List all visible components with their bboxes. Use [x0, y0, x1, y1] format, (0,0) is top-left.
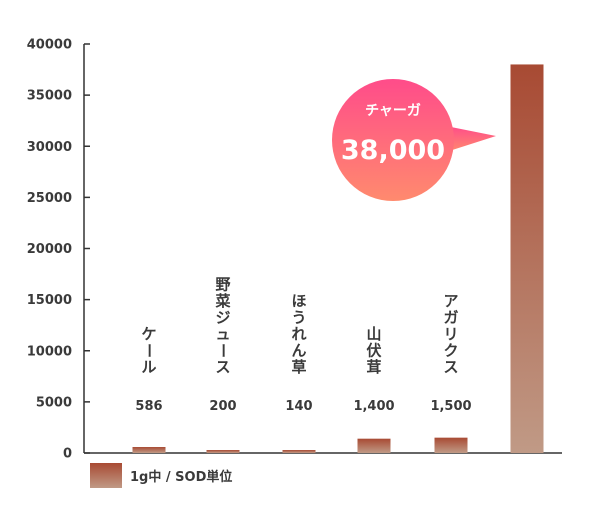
bar	[510, 64, 544, 453]
y-tick-label: 25000	[27, 191, 72, 206]
bar	[132, 447, 166, 453]
category-char: 野	[215, 276, 230, 294]
category-char: ケ	[141, 325, 156, 343]
category-label: 山伏茸	[366, 325, 381, 376]
legend-label: 1g中 / SOD単位	[130, 469, 232, 485]
bar	[357, 438, 391, 453]
category-char: ア	[443, 292, 458, 310]
callout-tail	[446, 126, 496, 152]
value-label: 200	[209, 399, 236, 414]
y-tick-label: 35000	[27, 89, 72, 104]
bar	[282, 450, 316, 453]
category-char: ほ	[291, 292, 306, 310]
legend: 1g中 / SOD単位	[90, 463, 232, 488]
y-tick-label: 5000	[36, 395, 72, 410]
category-char: 草	[291, 358, 306, 376]
bar	[434, 437, 468, 453]
category-char: リ	[443, 325, 458, 343]
category-char: ー	[140, 343, 158, 358]
value-label: 586	[135, 399, 162, 414]
callout-circle	[332, 79, 454, 201]
category-char: ス	[443, 358, 458, 376]
category-char: 伏	[366, 342, 381, 360]
category-char: ス	[215, 358, 230, 376]
value-label: 140	[285, 399, 312, 414]
category-char: ん	[291, 342, 306, 360]
category-char: 菜	[214, 292, 230, 310]
category-char: 山	[366, 325, 381, 343]
y-tick-label: 40000	[27, 38, 72, 53]
y-tick-label: 10000	[27, 344, 72, 359]
category-char: ュ	[215, 325, 230, 343]
category-char: ク	[443, 342, 458, 360]
y-tick-label: 15000	[27, 293, 72, 308]
callout-bubble: チャーガ 38,000	[332, 79, 496, 201]
bar	[206, 450, 240, 453]
y-axis: 0 5000 10000 15000 20000 25000 30000 35000 40000	[27, 38, 562, 462]
callout-value: 38,000	[341, 135, 445, 166]
category-char: う	[291, 309, 306, 327]
category-char: れ	[291, 325, 306, 343]
y-tick-label: 30000	[27, 140, 72, 155]
value-labels: 586 200 140 1,400 1,500	[135, 399, 471, 414]
y-tick-label: 20000	[27, 242, 72, 257]
y-tick-label: 0	[63, 447, 72, 462]
category-label: ケール	[140, 325, 158, 376]
bars	[132, 64, 544, 453]
category-char: 茸	[366, 358, 381, 376]
category-char: ー	[214, 343, 232, 358]
category-char: ガ	[443, 309, 458, 327]
category-char: ル	[141, 358, 156, 376]
callout-name: チャーガ	[365, 103, 421, 119]
value-label: 1,500	[430, 399, 471, 414]
value-label: 1,400	[353, 399, 394, 414]
category-char: ジ	[215, 309, 230, 327]
legend-swatch	[90, 463, 122, 488]
